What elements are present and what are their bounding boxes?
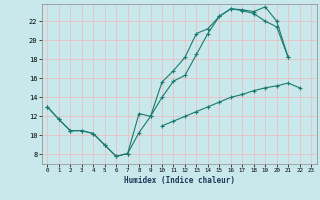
X-axis label: Humidex (Indice chaleur): Humidex (Indice chaleur): [124, 176, 235, 185]
